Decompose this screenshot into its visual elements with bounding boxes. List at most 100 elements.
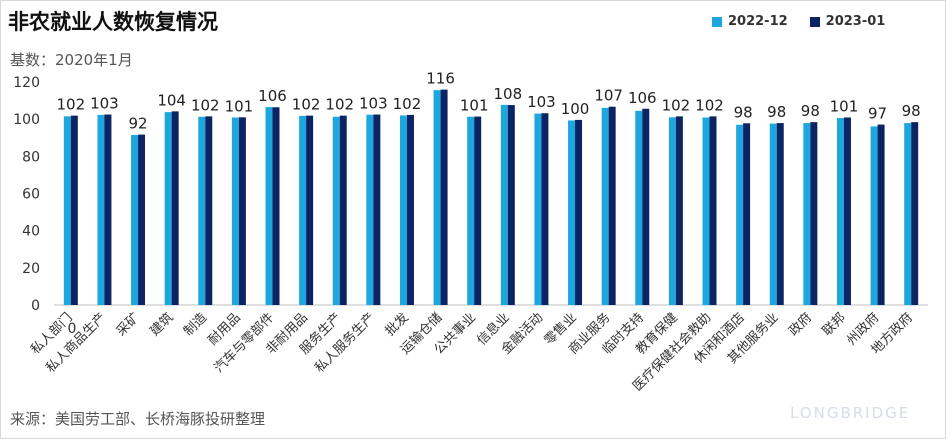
bar — [265, 107, 273, 306]
data-label: 101 — [225, 97, 254, 115]
y-tick-label: 20 — [22, 261, 40, 277]
data-label: 101 — [460, 97, 489, 115]
bar — [198, 116, 206, 306]
bar — [474, 116, 482, 305]
bar — [803, 123, 811, 305]
chart-title: 非农就业人数恢复情况 — [8, 10, 218, 34]
bar — [769, 123, 777, 305]
bar — [709, 116, 717, 305]
x-origin-label: 0 — [68, 321, 77, 337]
bar — [299, 115, 307, 306]
data-label: 104 — [157, 91, 186, 109]
data-label: 116 — [426, 70, 455, 88]
data-label: 98 — [902, 102, 921, 120]
y-tick-label: 80 — [22, 149, 40, 165]
data-label: 108 — [493, 85, 522, 103]
bar — [332, 116, 340, 306]
data-label: 106 — [628, 89, 657, 107]
data-label: 102 — [325, 96, 354, 114]
y-tick-label: 40 — [22, 224, 40, 240]
data-label: 102 — [393, 95, 422, 113]
bar — [406, 114, 414, 305]
data-label: 102 — [662, 96, 691, 114]
bar — [877, 124, 885, 305]
data-label: 107 — [594, 87, 623, 105]
bar — [366, 114, 374, 305]
data-label: 98 — [801, 102, 820, 120]
bar — [339, 115, 347, 305]
data-label: 102 — [695, 96, 724, 114]
bar — [171, 111, 179, 305]
bar — [836, 118, 844, 305]
bar — [433, 90, 441, 305]
bar — [736, 124, 744, 305]
bar — [668, 117, 676, 305]
data-label: 103 — [527, 93, 556, 111]
chart-subtitle: 基数：2020年1月 — [10, 51, 133, 69]
bar — [575, 119, 583, 305]
bar — [675, 116, 683, 305]
bar — [601, 107, 609, 305]
bar — [534, 113, 542, 305]
legend-item-series2: 2023-01 — [809, 14, 886, 29]
bar — [373, 114, 381, 305]
bar — [238, 117, 246, 305]
y-tick-label: 100 — [13, 112, 40, 128]
bar — [904, 123, 912, 305]
brand-watermark: LONGBRIDGE — [790, 404, 911, 422]
data-label: 98 — [734, 103, 753, 121]
data-label: 102 — [292, 96, 321, 114]
data-label: 106 — [258, 87, 287, 105]
x-tick-label: 联邦 — [820, 310, 849, 339]
bar — [635, 110, 643, 305]
data-label: 92 — [128, 115, 147, 133]
bar — [164, 112, 172, 305]
data-label: 103 — [359, 95, 388, 113]
bar — [131, 134, 139, 305]
data-label: 103 — [90, 95, 119, 113]
bar — [138, 134, 146, 305]
x-tick-label: 制造 — [181, 310, 210, 339]
x-tick-label: 批发 — [382, 310, 412, 340]
x-tick-label: 建筑 — [147, 310, 177, 340]
data-label: 102 — [191, 96, 220, 114]
bar — [608, 106, 616, 305]
bar — [743, 123, 751, 305]
source-note: 来源：美国劳工部、长桥海豚投研整理 — [10, 410, 266, 428]
x-tick-label: 采矿 — [114, 310, 143, 339]
data-label: 101 — [830, 97, 859, 115]
bar — [440, 89, 448, 305]
bar — [507, 105, 515, 305]
bar — [63, 116, 71, 305]
y-tick-label: 120 — [13, 75, 40, 91]
bar — [70, 115, 78, 305]
bar — [231, 117, 239, 305]
bar — [702, 117, 710, 305]
data-label: 97 — [868, 105, 887, 123]
bar — [843, 117, 851, 305]
bar — [272, 107, 280, 305]
bar — [642, 108, 650, 305]
bar — [810, 122, 818, 305]
legend-label-series1: 2022-12 — [728, 14, 788, 29]
bar — [568, 120, 576, 305]
bar — [97, 114, 105, 305]
bar — [205, 116, 213, 305]
legend-label-series2: 2023-01 — [825, 14, 886, 29]
bar — [306, 115, 314, 305]
bar — [399, 115, 407, 305]
legend-item-series1: 2022-12 — [712, 14, 788, 29]
x-tick-label: 政府 — [786, 310, 815, 339]
bar — [500, 104, 508, 305]
bar — [104, 114, 112, 305]
bar — [776, 123, 784, 305]
data-label: 100 — [561, 100, 590, 118]
legend-swatch-series2 — [809, 16, 820, 27]
y-tick-label: 60 — [22, 187, 40, 203]
bar — [467, 116, 475, 306]
y-tick-label: 0 — [31, 298, 40, 314]
data-label: 102 — [56, 96, 85, 114]
legend-swatch-series1 — [712, 16, 722, 27]
data-label: 98 — [767, 103, 786, 121]
